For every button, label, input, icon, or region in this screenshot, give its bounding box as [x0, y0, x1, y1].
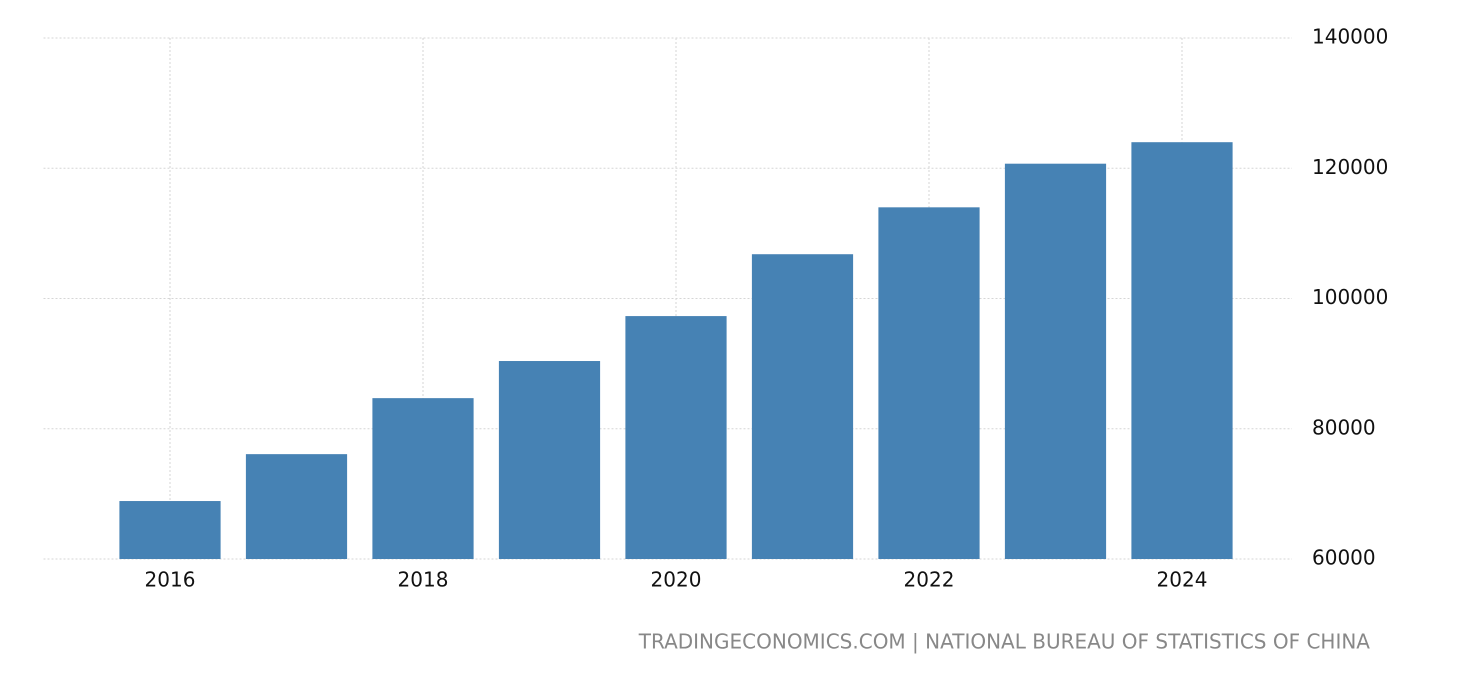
bar [625, 316, 727, 559]
y-tick-label: 100000 [1312, 285, 1388, 309]
x-tick-label: 2018 [398, 568, 449, 592]
bar [245, 454, 348, 559]
y-tick-label: 120000 [1312, 155, 1388, 179]
bar [498, 361, 601, 559]
bar [878, 207, 980, 559]
source: TRADINGECONOMICS.COM | NATIONAL BUREAU O… [638, 630, 1371, 654]
x-tick-label: 2022 [904, 568, 955, 592]
x-tick-label: 2020 [651, 568, 702, 592]
y-tick-label: 60000 [1312, 546, 1376, 570]
bar [1004, 163, 1107, 559]
bar [372, 398, 474, 559]
y-tick-label: 140000 [1312, 25, 1388, 49]
bar [751, 254, 854, 559]
x-tick-label: 2016 [145, 568, 196, 592]
x-tick-label: 2024 [1157, 568, 1208, 592]
bar [119, 501, 221, 559]
bar [1131, 142, 1233, 559]
y-tick-label: 80000 [1312, 415, 1376, 439]
